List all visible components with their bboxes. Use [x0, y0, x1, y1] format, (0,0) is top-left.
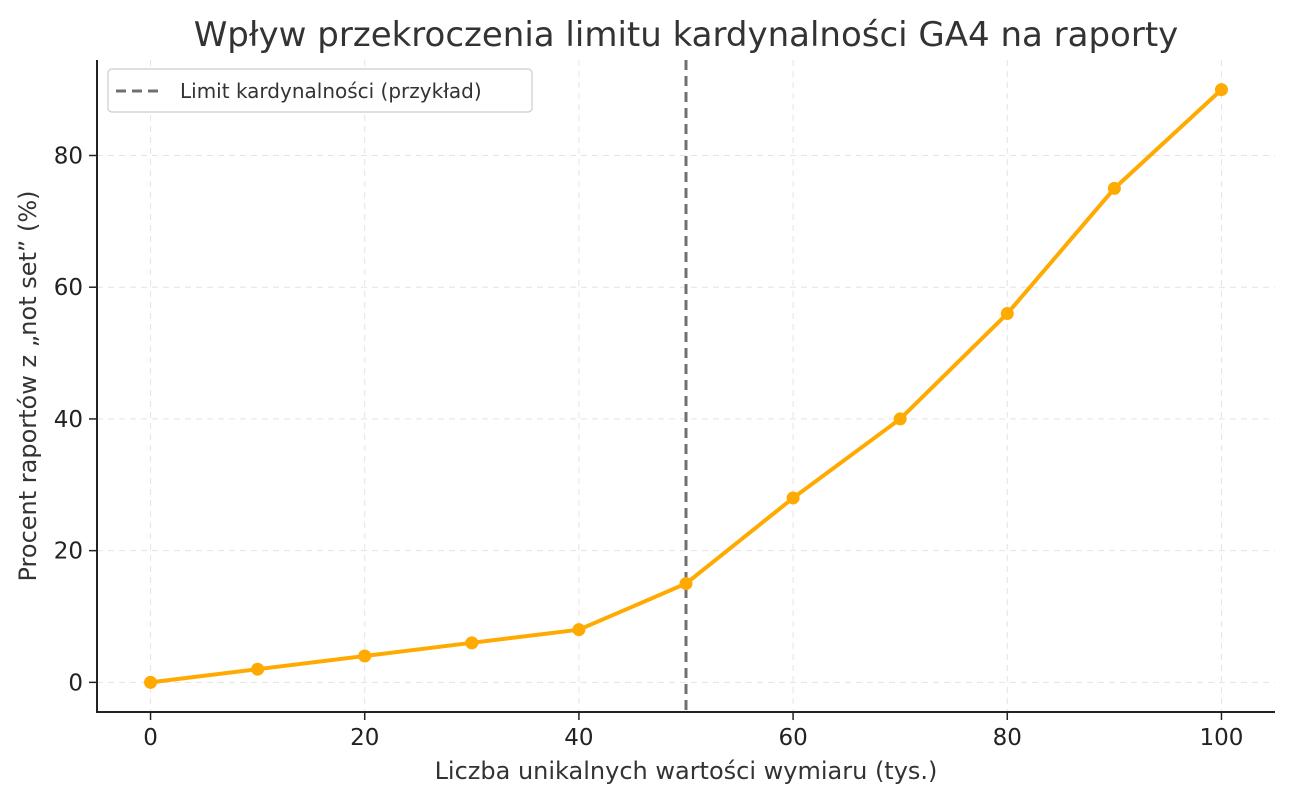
data-point	[1000, 307, 1014, 321]
x-tick-label: 40	[564, 725, 593, 751]
y-tick-label: 80	[54, 143, 83, 169]
y-axis-label: Procent raportów z „not set” (%)	[14, 190, 42, 581]
data-point	[786, 491, 800, 505]
data-point	[893, 412, 907, 426]
x-tick-label: 80	[993, 725, 1022, 751]
data-point	[572, 623, 586, 637]
x-tick-label: 0	[143, 725, 158, 751]
data-point	[251, 662, 265, 676]
data-point	[358, 649, 372, 663]
x-axis-ticks: 0 20 40 60 80 100	[143, 712, 1243, 751]
data-point	[1214, 83, 1228, 97]
y-tick-label: 20	[54, 539, 83, 565]
x-tick-label: 100	[1200, 725, 1244, 751]
legend-label-limit: Limit kardynalności (przykład)	[180, 79, 482, 103]
y-tick-label: 0	[68, 670, 83, 696]
legend: Limit kardynalności (przykład)	[107, 68, 533, 113]
x-tick-label: 60	[778, 725, 807, 751]
data-point	[144, 675, 158, 689]
data-point	[1107, 181, 1121, 195]
data-point	[679, 577, 693, 591]
y-tick-label: 40	[54, 407, 83, 433]
series-points	[144, 83, 1228, 689]
data-point	[465, 636, 479, 650]
x-axis-label: Liczba unikalnych wartości wymiaru (tys.…	[435, 757, 938, 785]
y-axis-ticks: 0 20 40 60 80	[54, 143, 97, 696]
x-tick-label: 20	[350, 725, 379, 751]
y-tick-label: 60	[54, 275, 83, 301]
legend-box	[107, 68, 533, 113]
chart-title: Wpływ przekroczenia limitu kardynalności…	[194, 15, 1179, 55]
